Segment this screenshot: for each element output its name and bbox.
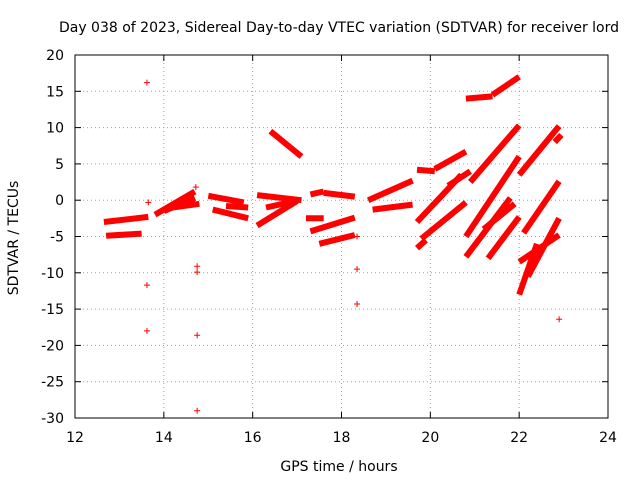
data-point — [194, 332, 201, 339]
data-track — [309, 188, 325, 198]
x-tick-labels: 12 14 16 18 20 22 24 — [66, 430, 617, 446]
data-point — [194, 407, 201, 414]
data-track — [517, 232, 561, 265]
data-track — [465, 93, 493, 102]
data-point — [194, 269, 201, 276]
data-point — [143, 327, 150, 334]
data-point — [143, 79, 150, 86]
data-track — [416, 166, 436, 175]
data-track — [265, 198, 294, 211]
data-track — [207, 192, 245, 206]
y-tick-label: -15 — [41, 302, 64, 318]
data-track — [490, 74, 521, 98]
y-tick-label: 5 — [55, 157, 64, 173]
data-track — [103, 213, 149, 225]
data-point — [145, 199, 152, 206]
data-track — [419, 200, 468, 242]
data-track — [105, 230, 142, 239]
x-tick-label: 22 — [510, 430, 528, 446]
y-tick-label: 0 — [55, 193, 64, 209]
data-track — [468, 123, 522, 184]
y-tick-label: -30 — [41, 411, 64, 427]
data-point — [143, 282, 150, 289]
data-track — [372, 201, 413, 213]
data-track — [309, 214, 356, 235]
x-tick-label: 14 — [155, 430, 173, 446]
data-point — [354, 233, 361, 240]
data-track — [485, 215, 522, 261]
data-track — [516, 242, 540, 296]
x-tick-label: 18 — [333, 430, 351, 446]
data-point — [192, 184, 199, 191]
data-points — [143, 79, 563, 414]
x-tick-label: 24 — [599, 430, 617, 446]
y-tick-label: 20 — [46, 48, 64, 64]
data-track — [552, 132, 564, 145]
data-point — [556, 316, 563, 323]
data-track — [225, 203, 249, 211]
y-tick-label: -25 — [41, 375, 64, 391]
data-track — [172, 200, 200, 211]
data-track — [318, 232, 356, 247]
y-tick-label: 10 — [46, 121, 64, 137]
data-point — [194, 263, 201, 270]
data-track — [414, 237, 428, 251]
data-track — [211, 206, 249, 222]
grid-lines — [75, 55, 608, 418]
data-point — [354, 301, 361, 308]
y-tick-label: -20 — [41, 338, 64, 354]
data-track — [268, 128, 304, 159]
x-axis-label: GPS time / hours — [280, 459, 397, 475]
data-track — [516, 124, 562, 177]
data-tracks — [103, 74, 564, 296]
y-axis-label: SDTVAR / TECUs — [6, 181, 22, 296]
data-track — [153, 188, 197, 218]
data-track — [433, 148, 468, 172]
data-track — [366, 177, 414, 203]
data-track — [323, 189, 356, 200]
data-track — [463, 154, 522, 239]
y-tick-label: 15 — [46, 84, 64, 100]
y-tick-labels: 20 15 10 5 0 -5 -10 -15 -20 -25 -30 — [41, 48, 64, 427]
y-tick-label: -10 — [41, 266, 64, 282]
data-point — [354, 266, 361, 273]
chart-title: Day 038 of 2023, Sidereal Day-to-day VTE… — [59, 20, 619, 36]
data-track — [521, 179, 562, 235]
x-tick-label: 12 — [66, 430, 84, 446]
data-track — [481, 201, 517, 232]
x-tick-label: 20 — [421, 430, 439, 446]
data-track — [446, 168, 472, 189]
axis-ticks — [74, 54, 609, 419]
x-tick-label: 16 — [244, 430, 262, 446]
data-track — [525, 216, 562, 278]
y-tick-label: -5 — [50, 230, 64, 246]
